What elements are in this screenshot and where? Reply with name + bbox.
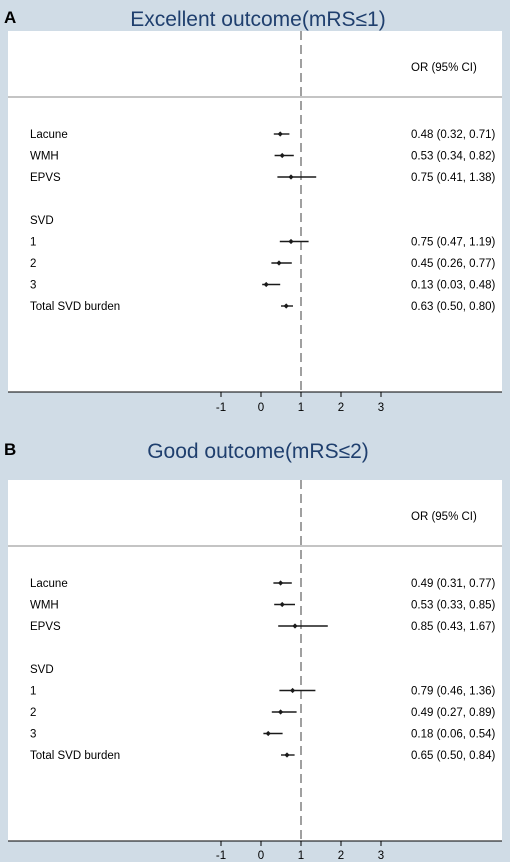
panel-b: B Good outcome(mRS≤2) OR (95% CI) Lacune 0.4… <box>0 432 510 862</box>
estimate-row: 1 0.75 (0.47, 1.19) <box>30 237 496 249</box>
ci-value-label: 0.63 (0.50, 0.80) <box>411 301 496 313</box>
point-estimate <box>276 260 282 266</box>
x-tick-label: 1 <box>298 850 304 862</box>
x-tick-label: 3 <box>378 402 384 414</box>
estimate-row: 3 0.13 (0.03, 0.48) <box>30 280 496 292</box>
x-tick-label: 0 <box>258 850 264 862</box>
plot-area <box>8 31 502 392</box>
ci-value-label: 0.48 (0.32, 0.71) <box>411 129 496 141</box>
x-tick-label: 3 <box>378 850 384 862</box>
point-estimate <box>279 152 285 159</box>
row-label: Lacune <box>30 129 68 141</box>
point-estimate <box>283 303 289 309</box>
plot-area <box>8 480 502 841</box>
row-label: EPVS <box>30 172 61 184</box>
ci-value-label: 0.13 (0.03, 0.48) <box>411 280 496 292</box>
column-header: OR (95% CI) <box>411 62 477 74</box>
row-label: 2 <box>30 707 36 719</box>
x-tick-label: 1 <box>298 402 304 414</box>
row-label: 3 <box>30 280 36 292</box>
point-estimate <box>278 709 284 715</box>
row-label: WMH <box>30 600 59 612</box>
x-tick-label: 2 <box>338 850 344 862</box>
estimate-row: EPVS 0.75 (0.41, 1.38) <box>30 172 496 184</box>
column-header: OR (95% CI) <box>411 511 477 523</box>
group-label: SVD <box>30 215 54 227</box>
point-estimate <box>288 174 294 180</box>
estimate-row: 2 0.49 (0.27, 0.89) <box>30 707 496 719</box>
point-estimate <box>265 730 271 737</box>
panel-label: A <box>4 8 16 27</box>
estimate-row: 2 0.45 (0.26, 0.77) <box>30 258 496 270</box>
estimate-row: WMH 0.53 (0.34, 0.82) <box>30 151 496 163</box>
row-label: Lacune <box>30 578 68 590</box>
point-estimate <box>284 752 290 758</box>
ci-value-label: 0.18 (0.06, 0.54) <box>411 729 496 741</box>
group-label: SVD <box>30 664 54 676</box>
estimate-row: Lacune 0.49 (0.31, 0.77) <box>30 578 496 590</box>
ci-value-label: 0.49 (0.27, 0.89) <box>411 707 496 719</box>
estimate-row: 1 0.79 (0.46, 1.36) <box>30 686 496 698</box>
estimate-row: WMH 0.53 (0.33, 0.85) <box>30 600 496 612</box>
point-estimate <box>277 131 283 137</box>
estimate-row: Total SVD burden 0.63 (0.50, 0.80) <box>30 301 496 313</box>
point-estimate <box>263 281 269 288</box>
x-tick-label: -1 <box>216 402 226 414</box>
estimate-row: EPVS 0.85 (0.43, 1.67) <box>30 621 496 633</box>
estimate-row: Lacune 0.48 (0.32, 0.71) <box>30 129 496 141</box>
x-tick-label: -1 <box>216 850 226 862</box>
row-label: 3 <box>30 729 36 741</box>
estimate-row: 3 0.18 (0.06, 0.54) <box>30 729 496 741</box>
point-estimate <box>288 238 294 245</box>
ci-value-label: 0.53 (0.33, 0.85) <box>411 600 496 612</box>
panel-label: B <box>4 440 16 459</box>
point-estimate <box>278 580 284 586</box>
panel-a: A Excellent outcome(mRS≤1) OR (95% CI) Lacu… <box>0 0 510 432</box>
ci-value-label: 0.65 (0.50, 0.84) <box>411 750 496 762</box>
row-label: EPVS <box>30 621 61 633</box>
estimate-row: Total SVD burden 0.65 (0.50, 0.84) <box>30 750 496 762</box>
panel-title: Excellent outcome(mRS≤1) <box>130 8 385 31</box>
row-label: 2 <box>30 258 36 270</box>
point-estimate <box>279 601 285 608</box>
x-tick-label: 0 <box>258 402 264 414</box>
ci-value-label: 0.75 (0.47, 1.19) <box>411 237 496 249</box>
ci-value-label: 0.79 (0.46, 1.36) <box>411 686 496 698</box>
row-label: Total SVD burden <box>30 301 120 313</box>
ci-value-label: 0.49 (0.31, 0.77) <box>411 578 496 590</box>
panel-title: Good outcome(mRS≤2) <box>147 440 369 463</box>
ci-value-label: 0.75 (0.41, 1.38) <box>411 172 496 184</box>
x-tick-label: 2 <box>338 402 344 414</box>
point-estimate <box>292 623 298 629</box>
ci-value-label: 0.45 (0.26, 0.77) <box>411 258 496 270</box>
row-label: 1 <box>30 237 36 249</box>
point-estimate <box>290 687 296 694</box>
row-label: WMH <box>30 151 59 163</box>
row-label: Total SVD burden <box>30 750 120 762</box>
ci-value-label: 0.85 (0.43, 1.67) <box>411 621 496 633</box>
ci-value-label: 0.53 (0.34, 0.82) <box>411 151 496 163</box>
row-label: 1 <box>30 686 36 698</box>
